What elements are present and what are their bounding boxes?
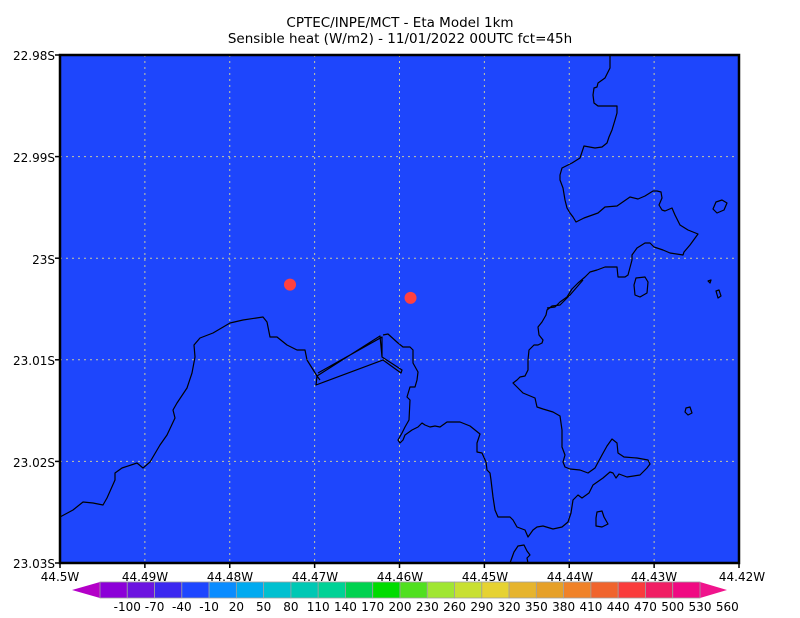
island — [715, 289, 722, 299]
colorbar-box — [372, 581, 401, 599]
colorbar-label: 260 — [443, 600, 466, 614]
colorbar-box — [317, 581, 346, 599]
station-marker — [404, 291, 417, 304]
station-marker — [284, 278, 297, 291]
colorbar-box — [235, 581, 265, 599]
colorbar-low-triangle — [72, 582, 100, 598]
island — [707, 279, 712, 284]
breakwater — [315, 335, 403, 386]
colorbar-box — [399, 581, 428, 599]
y-tick-label: 23.03S — [13, 557, 55, 571]
colorbar — [72, 581, 727, 599]
x-tick-label: 44.45W — [462, 570, 508, 584]
y-tick-label: 23.02S — [13, 456, 55, 470]
x-tick-label: 44.46W — [377, 570, 423, 584]
coastline-west — [59, 316, 321, 518]
colorbar-box — [672, 581, 701, 599]
y-tick-label: 23.01S — [13, 354, 55, 368]
colorbar-label: 230 — [416, 600, 439, 614]
colorbar-box — [645, 581, 674, 599]
colorbar-box — [263, 581, 292, 599]
island — [509, 544, 531, 564]
colorbar-label: 470 — [634, 600, 657, 614]
colorbar-label: 350 — [525, 600, 548, 614]
markers — [284, 278, 417, 304]
colorbar-box — [154, 581, 183, 599]
colorbar-box — [126, 581, 155, 599]
y-tick-label: 22.98S — [13, 49, 55, 63]
x-axis-ticks — [55, 54, 740, 568]
colorbar-box — [426, 581, 455, 599]
island — [633, 276, 649, 298]
colorbar-label: 530 — [689, 600, 712, 614]
colorbar-label: -10 — [199, 600, 219, 614]
colorbar-label: -70 — [145, 600, 165, 614]
coastline-north — [546, 55, 699, 309]
colorbar-label: 560 — [716, 600, 739, 614]
title-line-2: Sensible heat (W/m2) - 11/01/2022 00UTC … — [228, 31, 572, 47]
colorbar-label: -100 — [114, 600, 141, 614]
colorbar-high-triangle — [700, 582, 727, 598]
y-tick-label: 22.99S — [13, 151, 55, 165]
island — [595, 510, 609, 528]
colorbar-box — [481, 581, 510, 599]
colorbar-labels: -100 -70 -40 -10 20 50 80 110 140 170 200 230 260 290… — [114, 600, 739, 614]
colorbar-label: 200 — [389, 600, 412, 614]
colorbar-box — [345, 581, 374, 599]
colorbar-label: 440 — [607, 600, 630, 614]
x-tick-label: 44.47W — [292, 570, 338, 584]
coastline — [59, 55, 728, 564]
colorbar-box — [290, 581, 319, 599]
colorbar-label: 50 — [256, 600, 271, 614]
x-tick-label: 44.48W — [207, 570, 253, 584]
colorbar-box — [508, 581, 537, 599]
colorbar-box — [181, 581, 210, 599]
colorbar-label: 20 — [229, 600, 244, 614]
title-line-1: CPTEC/INPE/MCT - Eta Model 1km — [286, 15, 513, 31]
x-tick-label: 44.42W — [719, 570, 765, 584]
colorbar-label: 80 — [283, 600, 298, 614]
x-axis-labels: 44.5W 44.49W 44.48W 44.47W 44.46W 44.45W… — [41, 570, 766, 584]
colorbar-label: 410 — [579, 600, 602, 614]
colorbar-label: 500 — [661, 600, 684, 614]
y-axis-labels: 22.98S 22.99S 23S 23.01S 23.02S 23.03S — [13, 49, 55, 571]
colorbar-box — [563, 581, 592, 599]
colorbar-label: 290 — [470, 600, 493, 614]
colorbar-label: -40 — [172, 600, 192, 614]
x-tick-label: 44.44W — [547, 570, 593, 584]
island — [712, 199, 728, 214]
colorbar-label: 140 — [334, 600, 357, 614]
y-tick-label: 23S — [32, 253, 55, 267]
colorbar-box — [617, 581, 646, 599]
island — [684, 406, 693, 416]
colorbar-box — [535, 581, 565, 599]
x-tick-label: 44.43W — [631, 570, 677, 584]
grid-lines — [60, 55, 739, 563]
colorbar-box — [590, 581, 619, 599]
colorbar-box — [99, 581, 128, 599]
colorbar-label: 380 — [552, 600, 575, 614]
colorbar-label: 170 — [361, 600, 384, 614]
colorbar-label: 320 — [498, 600, 521, 614]
coastline-east-bay — [382, 279, 651, 538]
colorbar-box — [454, 581, 483, 599]
colorbar-label: 110 — [307, 600, 330, 614]
x-tick-label: 44.49W — [122, 570, 168, 584]
colorbar-box — [208, 581, 237, 599]
x-tick-label: 44.5W — [41, 570, 80, 584]
